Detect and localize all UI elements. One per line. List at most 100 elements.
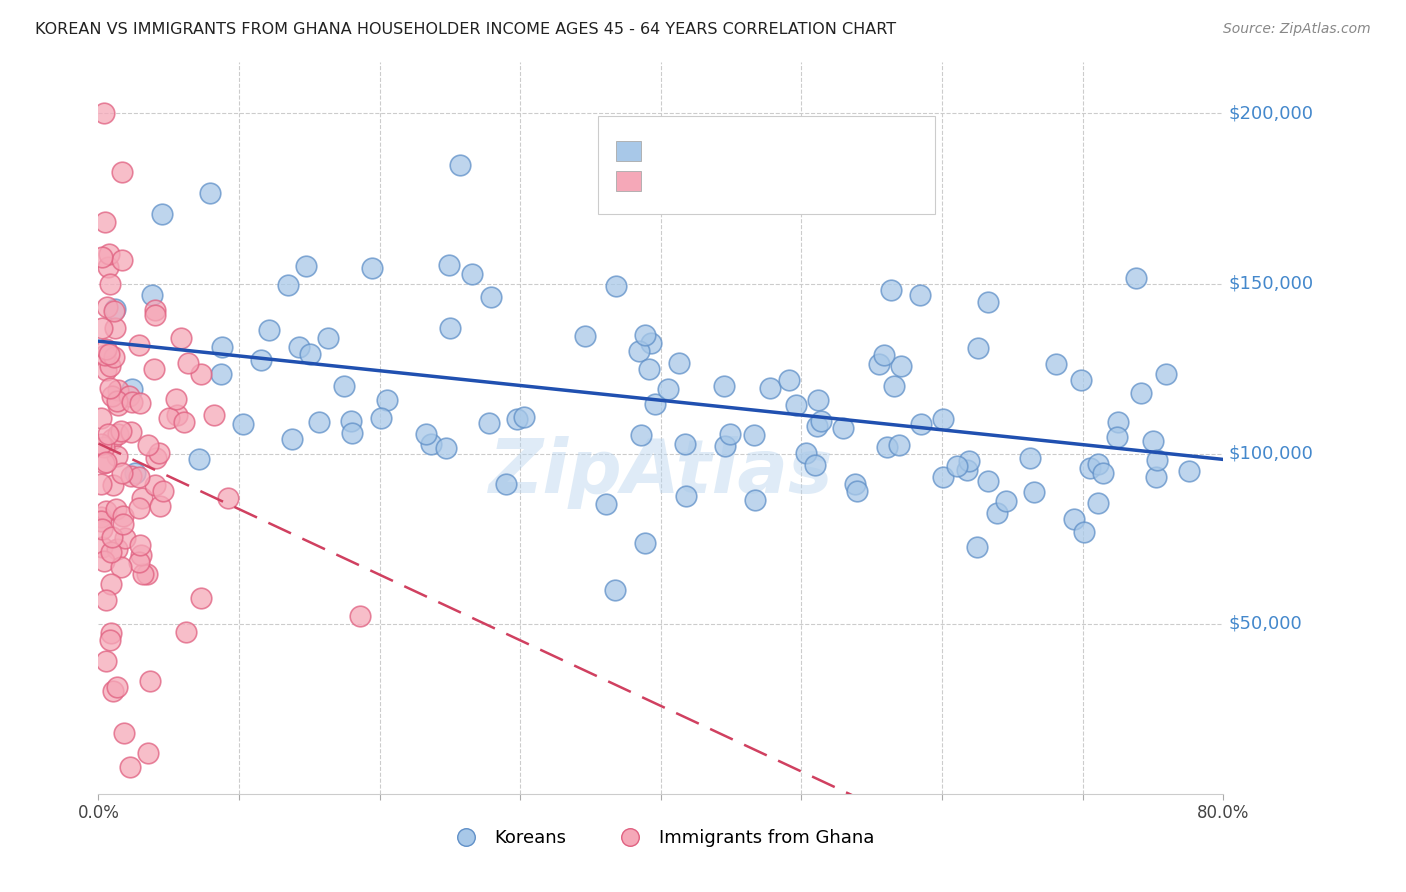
Point — [128, 469, 150, 483]
Point — [94, 215, 117, 229]
Point — [96, 342, 118, 356]
Point — [1045, 357, 1067, 371]
Text: KOREAN VS IMMIGRANTS FROM GHANA HOUSEHOLDER INCOME AGES 45 - 64 YEARS CORRELATIO: KOREAN VS IMMIGRANTS FROM GHANA HOUSEHOL… — [35, 22, 896, 37]
Point — [131, 491, 153, 505]
Point — [150, 207, 173, 221]
Point — [890, 359, 912, 374]
Point — [135, 566, 157, 581]
Text: N =: N = — [775, 140, 808, 158]
Point — [1144, 469, 1167, 483]
Point — [121, 394, 143, 409]
Point — [977, 474, 1000, 488]
Point — [873, 348, 896, 362]
Point — [377, 392, 399, 407]
Point — [128, 501, 150, 516]
Point — [844, 476, 866, 491]
Point — [90, 477, 112, 491]
Point — [1070, 373, 1092, 387]
Point — [966, 540, 988, 554]
Text: $200,000: $200,000 — [1229, 104, 1313, 122]
Text: Source: ZipAtlas.com: Source: ZipAtlas.com — [1223, 22, 1371, 37]
Point — [90, 509, 112, 524]
Text: 96: 96 — [813, 172, 844, 190]
Point — [94, 654, 117, 668]
Point — [803, 458, 825, 472]
Point — [136, 438, 159, 452]
Point — [794, 445, 817, 459]
Point — [143, 308, 166, 322]
Point — [177, 356, 200, 370]
Point — [132, 566, 155, 581]
Point — [232, 417, 254, 431]
Point — [105, 680, 128, 694]
Point — [908, 288, 931, 302]
Point — [758, 381, 780, 395]
Point — [101, 684, 124, 698]
Point — [1129, 386, 1152, 401]
Point — [883, 378, 905, 392]
Point — [107, 427, 129, 442]
Point — [250, 353, 273, 368]
Point — [94, 503, 117, 517]
Point — [280, 433, 302, 447]
Point — [94, 347, 117, 361]
Point — [105, 394, 128, 409]
Point — [1142, 434, 1164, 449]
Point — [100, 576, 122, 591]
Point — [956, 462, 979, 476]
Point — [340, 414, 363, 428]
Point — [744, 493, 766, 508]
Point — [98, 381, 121, 395]
Point — [673, 437, 696, 451]
Point — [143, 477, 166, 491]
Text: R =: R = — [651, 140, 685, 158]
Point — [90, 411, 112, 425]
Point — [145, 450, 167, 465]
Point — [91, 522, 114, 536]
Point — [104, 301, 127, 316]
Point — [100, 625, 122, 640]
Point — [1087, 458, 1109, 472]
Point — [460, 268, 482, 282]
Point — [785, 399, 807, 413]
Point — [98, 359, 121, 374]
Point — [129, 548, 152, 562]
Point — [342, 425, 364, 440]
Point — [93, 106, 115, 120]
Point — [1125, 271, 1147, 285]
Point — [887, 438, 910, 452]
Point — [603, 582, 626, 597]
Point — [277, 278, 299, 293]
Point — [439, 259, 461, 273]
Point — [118, 389, 141, 403]
Point — [111, 165, 134, 179]
Point — [419, 436, 441, 450]
Point — [110, 424, 132, 438]
Point — [166, 408, 188, 422]
Point — [105, 501, 128, 516]
Legend: Koreans, Immigrants from Ghana: Koreans, Immigrants from Ghana — [440, 822, 882, 855]
Point — [202, 408, 225, 422]
Text: $150,000: $150,000 — [1229, 275, 1315, 293]
Point — [505, 411, 527, 425]
Point — [98, 633, 121, 648]
Text: -0.214: -0.214 — [693, 140, 758, 158]
Point — [977, 295, 1000, 310]
Point — [107, 398, 129, 412]
Point — [966, 341, 988, 355]
Point — [105, 450, 128, 464]
Point — [90, 320, 112, 334]
Point — [807, 392, 830, 407]
Point — [1154, 367, 1177, 381]
Point — [173, 415, 195, 429]
Point — [299, 347, 322, 361]
Point — [495, 477, 517, 491]
Point — [744, 428, 766, 442]
Point — [806, 418, 828, 433]
Point — [90, 250, 112, 264]
Point — [124, 466, 146, 480]
Point — [110, 560, 132, 574]
Point — [103, 478, 125, 492]
Point — [644, 397, 666, 411]
Point — [139, 674, 162, 689]
